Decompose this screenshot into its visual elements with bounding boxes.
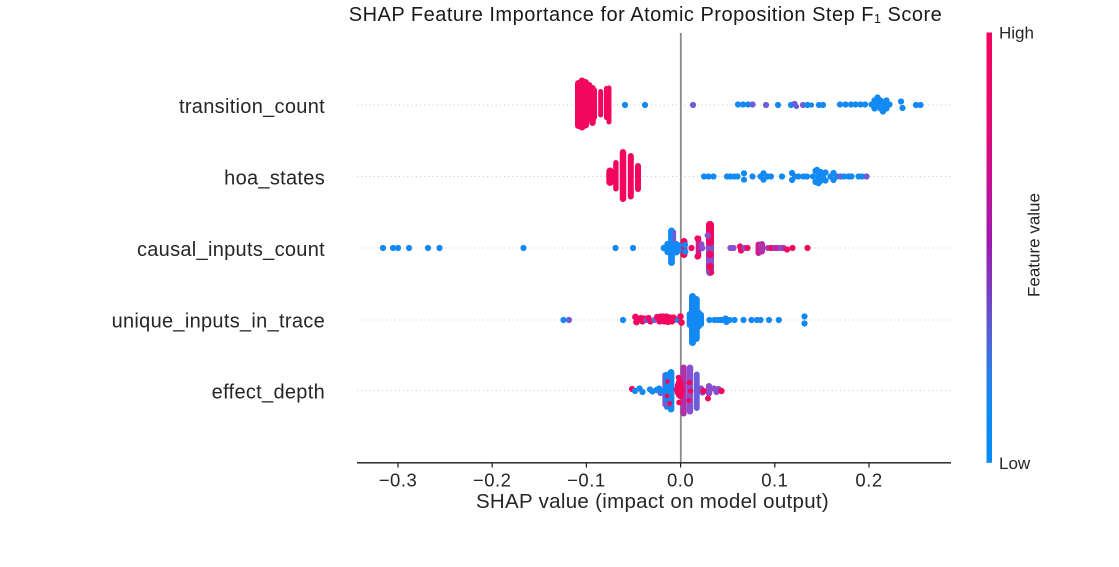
svg-text:hoa_states: hoa_states: [224, 168, 325, 190]
svg-text:0.2: 0.2: [855, 470, 882, 491]
svg-text:0.0: 0.0: [667, 470, 694, 491]
svg-text:Low: Low: [999, 454, 1031, 473]
svg-text:SHAP value (impact on model ou: SHAP value (impact on model output): [476, 490, 829, 513]
svg-text:High: High: [999, 24, 1034, 43]
svg-text:transition_count: transition_count: [179, 96, 325, 118]
svg-text:Feature value: Feature value: [1025, 193, 1044, 297]
svg-text:−0.1: −0.1: [567, 470, 606, 491]
svg-text:0.1: 0.1: [761, 470, 788, 491]
svg-text:unique_inputs_in_trace: unique_inputs_in_trace: [112, 311, 325, 333]
svg-text:−0.2: −0.2: [473, 470, 512, 491]
svg-text:effect_depth: effect_depth: [212, 382, 325, 404]
svg-text:causal_inputs_count: causal_inputs_count: [137, 239, 325, 261]
svg-text:−0.3: −0.3: [379, 470, 418, 491]
svg-text:SHAP Feature Importance for At: SHAP Feature Importance for Atomic Propo…: [349, 4, 943, 26]
